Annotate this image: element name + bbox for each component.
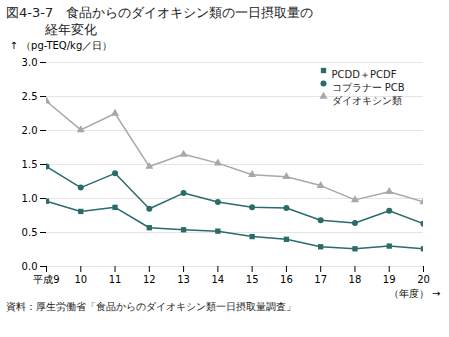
svg-text:15: 15	[246, 274, 259, 285]
svg-text:1.0: 1.0	[22, 193, 38, 204]
svg-text:0.5: 0.5	[22, 227, 38, 238]
svg-text:14: 14	[211, 274, 224, 285]
svg-text:16: 16	[280, 274, 293, 285]
svg-text:11: 11	[109, 274, 122, 285]
svg-text:2.0: 2.0	[22, 125, 38, 136]
svg-text:19: 19	[383, 274, 396, 285]
html-text:経年変化: 経年変化	[6, 22, 97, 37]
html-text:図4-3-7 食品からのダイオキシン類の一日摂取量の: 図4-3-7 食品からのダイオキシン類の一日摂取量の	[6, 5, 314, 20]
svg-text:1.5: 1.5	[22, 159, 38, 170]
svg-text:12: 12	[143, 274, 156, 285]
svg-text:平成9: 平成9	[33, 274, 59, 285]
svg-text:ダイオキシン類: ダイオキシン類	[332, 95, 402, 106]
svg-text:コプラナー PCB: コプラナー PCB	[332, 82, 405, 93]
svg-text:10: 10	[74, 274, 87, 285]
svg-text:0.0: 0.0	[22, 261, 38, 272]
svg-text:13: 13	[177, 274, 190, 285]
svg-text:17: 17	[314, 274, 327, 285]
svg-text:18: 18	[349, 274, 362, 285]
svg-text:PCDD＋PCDF: PCDD＋PCDF	[332, 69, 397, 80]
svg-text:2.5: 2.5	[22, 91, 38, 102]
svg-text:3.0: 3.0	[22, 57, 38, 68]
svg-text:↑ （pg-TEQ/kg／日）: ↑ （pg-TEQ/kg／日）	[10, 40, 113, 51]
html-text:資料：厚生労働省「食品からのダイオキシン類一日摂取量調査」: 資料：厚生労働省「食品からのダイオキシン類一日摂取量調査」	[6, 301, 296, 312]
svg-text:（年度） →: （年度） →	[389, 288, 441, 299]
svg-text:20: 20	[417, 274, 430, 285]
